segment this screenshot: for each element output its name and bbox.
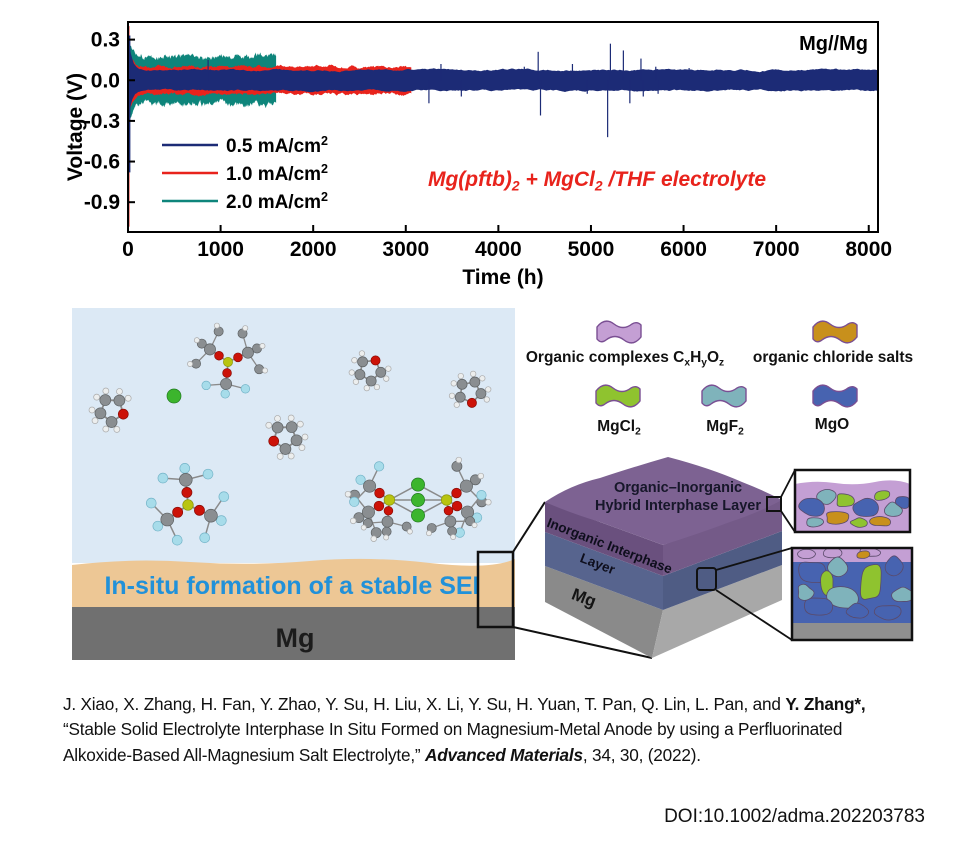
x-tick-label: 1000 <box>197 238 244 261</box>
thf-molecule <box>448 370 492 408</box>
cube-hybrid-top-face <box>545 457 782 545</box>
time-axis-label: Time (h) <box>462 266 543 289</box>
x-tick-label: 6000 <box>660 238 707 261</box>
legend-ribbon-lilac <box>596 320 642 344</box>
x-tick-label: 2000 <box>290 238 337 261</box>
sei-schematic: In-situ formation of a stable SEI Mg Organ… <box>70 300 975 670</box>
connector-line <box>512 501 546 553</box>
sei-layer-band <box>72 558 515 607</box>
citation-text: J. Xiao, X. Zhang, H. Fan, Y. Zhao, Y. S… <box>63 692 908 768</box>
mg-chloride-alkoxide-dimer <box>344 456 492 542</box>
legend-ribbon-orange <box>812 320 858 344</box>
cube-hybrid-left-face <box>545 502 663 576</box>
y-tick-label: -0.6 <box>84 151 120 174</box>
x-tick-label: 8000 <box>845 238 892 261</box>
doi-text: DOI:10.1002/adma.202203783 <box>664 806 925 827</box>
y-tick-label: 0.3 <box>91 29 120 52</box>
voltage-time-chart: 0 1000 2000 3000 4000 5000 6000 7000 8000 0.3 0.0 -… <box>60 8 905 293</box>
cube-mg-left-face <box>545 566 663 658</box>
x-tick-label: 7000 <box>753 238 800 261</box>
interphase-cube: Organic–Inorganic Hybrid Interphase Layer… <box>545 457 782 658</box>
legend-label-green: MgCl2​ <box>597 418 641 437</box>
legend-label-blue: MgO <box>815 416 849 433</box>
sample-square-inorganic <box>696 567 717 591</box>
cube-mg-right-face <box>652 565 782 658</box>
inset-callout-line <box>715 547 793 571</box>
thf-molecule <box>348 350 392 392</box>
x-tick-label: 0 <box>122 238 134 261</box>
perfluorinated-alkoxide-complex <box>145 463 230 546</box>
citation-corresponding-author: Y. Zhang*, <box>785 694 866 714</box>
sample-square-hybrid <box>766 496 782 512</box>
y-tick-label: 0.0 <box>91 69 120 92</box>
cube-inorganic-right-face <box>663 531 782 610</box>
legend-label-3: 2.0 mA/cm2​ <box>226 190 328 213</box>
citation-volume: , 34, 30, (2022). <box>582 744 701 765</box>
series-band-0.52 <box>128 32 878 127</box>
thf-molecule <box>265 414 309 460</box>
electrolyte-panel: In-situ formation of a stable SEI Mg <box>72 308 515 660</box>
citation-title: “Stable Solid Electrolyte Interphase In … <box>63 719 843 765</box>
legend-ribbon-blue <box>812 384 858 408</box>
legend-label-1: 0.5 mA/cm2​ <box>226 134 328 157</box>
cube-hybrid-label-line1: Organic–Inorganic <box>614 480 742 496</box>
legend-label-lilac: Organic complexes Cx​Hy​Oz​ <box>526 349 724 368</box>
cube-hybrid-label-line2: Hybrid Interphase Layer <box>595 498 761 514</box>
legend-label-teal: MgF2​ <box>706 418 744 437</box>
citation-authors: J. Xiao, X. Zhang, H. Fan, Y. Zhao, Y. S… <box>63 694 786 714</box>
inset-callout-line <box>780 469 796 498</box>
magnifier-rect <box>476 550 515 629</box>
inset-inorganic-border <box>790 546 914 642</box>
inset-inorganic-layer <box>792 548 912 640</box>
legend-ribbon-green <box>595 384 641 408</box>
chloride-ion <box>166 388 182 404</box>
mg-anode-band <box>72 607 515 660</box>
chart-canvas: 0 1000 2000 3000 4000 5000 6000 7000 8000 0.3 0.0 -… <box>64 21 892 289</box>
cube-hybrid-right-face <box>663 500 782 576</box>
inset-callout-line <box>780 510 796 533</box>
sei-label: In-situ formation of a stable SEI <box>104 572 479 600</box>
legend-label-2: 1.0 mA/cm2​ <box>226 162 328 185</box>
y-tick-label: -0.3 <box>84 110 120 133</box>
y-tick-label: -0.9 <box>84 191 120 214</box>
inset-hybrid-layer <box>795 470 910 532</box>
citation-journal: Advanced Materials <box>425 744 583 765</box>
x-tick-label: 4000 <box>475 238 522 261</box>
cell-type-label: Mg//Mg <box>799 33 868 55</box>
schematic-canvas: In-situ formation of a stable SEI Mg Organ… <box>72 308 914 660</box>
inset-callout-line <box>715 589 793 641</box>
legend-ribbon-teal <box>701 384 747 408</box>
plot-border <box>127 21 879 233</box>
mg-anode-label: Mg <box>276 623 315 653</box>
legend-label-orange: organic chloride salts <box>753 349 913 366</box>
connector-line <box>512 626 653 659</box>
cube-inorganic-left-face <box>545 532 663 610</box>
mg-alkoxide-complex <box>187 322 268 399</box>
electrolyte-annotation: Mg(pftb)2​ + MgCl2​ /THF electrolyte <box>428 168 766 194</box>
thf-molecule <box>88 387 132 433</box>
inset-hybrid-border <box>793 468 912 534</box>
x-tick-label: 5000 <box>568 238 615 261</box>
x-tick-label: 3000 <box>382 238 429 261</box>
voltage-axis-label: Voltage (V) <box>64 73 87 181</box>
